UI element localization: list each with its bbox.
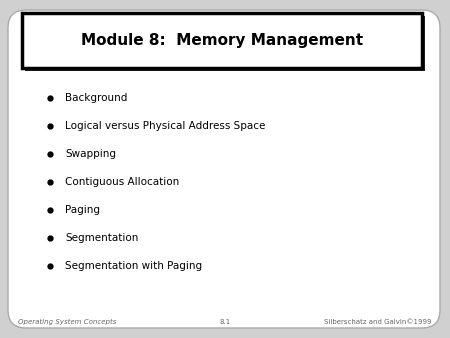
Bar bbox=[22, 13, 422, 68]
Text: 8.1: 8.1 bbox=[220, 319, 230, 325]
Text: Paging: Paging bbox=[65, 205, 100, 215]
Text: Silberschatz and Galvin©1999: Silberschatz and Galvin©1999 bbox=[324, 319, 432, 325]
Text: Module 8:  Memory Management: Module 8: Memory Management bbox=[81, 33, 363, 48]
Bar bbox=[25, 16, 425, 71]
Text: Segmentation: Segmentation bbox=[65, 233, 139, 243]
Text: Background: Background bbox=[65, 93, 127, 103]
Text: Operating System Concepts: Operating System Concepts bbox=[18, 319, 117, 325]
Text: Segmentation with Paging: Segmentation with Paging bbox=[65, 261, 202, 271]
FancyBboxPatch shape bbox=[8, 10, 440, 328]
Text: Logical versus Physical Address Space: Logical versus Physical Address Space bbox=[65, 121, 266, 131]
Text: Contiguous Allocation: Contiguous Allocation bbox=[65, 177, 179, 187]
Text: Swapping: Swapping bbox=[65, 149, 116, 159]
